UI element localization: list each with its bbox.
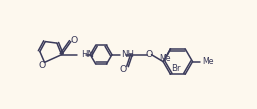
Text: Br: Br [171,64,181,73]
Text: O: O [119,65,126,74]
Text: NH: NH [121,50,134,59]
Text: O: O [145,50,153,59]
Text: O: O [70,36,78,45]
Text: HN: HN [81,50,94,59]
Text: Me: Me [159,54,171,63]
Text: O: O [39,61,46,70]
Text: Me: Me [203,57,214,66]
